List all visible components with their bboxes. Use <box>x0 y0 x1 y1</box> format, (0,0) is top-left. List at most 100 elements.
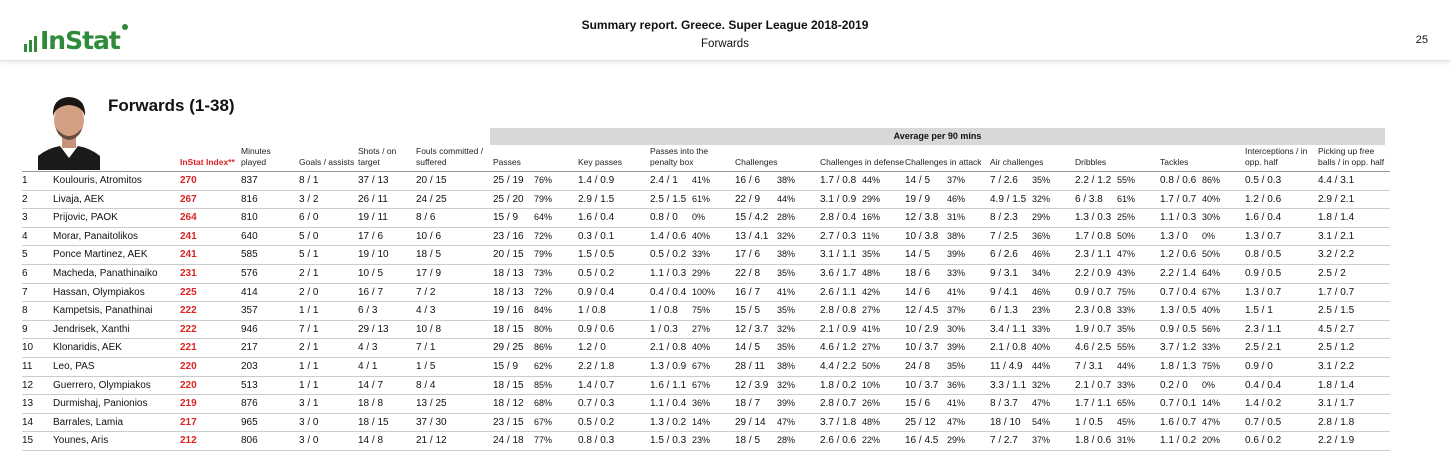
passes-pct: 85% <box>534 379 553 390</box>
row-number: 11 <box>22 360 33 372</box>
fouls: 10 / 8 <box>416 323 442 335</box>
challenges: 29 / 14 <box>735 416 766 428</box>
challenges-attack: 14 / 6 <box>905 286 931 298</box>
row-number: 5 <box>22 249 28 261</box>
passes: 29 / 25 <box>493 342 524 354</box>
air-challenges-pct: 40% <box>1032 342 1051 353</box>
dribbles: 1.7 / 1.1 <box>1075 398 1112 410</box>
challenges-attack: 18 / 6 <box>905 267 931 279</box>
tackles-pct: 67% <box>1202 286 1221 297</box>
player-name: Livaja, AEK <box>53 193 105 205</box>
key-passes: 1.4 / 0.7 <box>578 379 615 391</box>
passes-box: 1.5 / 0.3 <box>650 435 687 447</box>
player-name: Ponce Martinez, AEK <box>53 249 148 261</box>
dribbles: 1.3 / 0.3 <box>1075 212 1112 224</box>
passes-box: 0.8 / 0 <box>650 212 678 224</box>
passes: 20 / 15 <box>493 249 524 261</box>
challenges-defense-pct: 42% <box>862 286 881 297</box>
interceptions: 0.9 / 0 <box>1245 360 1273 372</box>
fouls: 37 / 30 <box>416 416 447 428</box>
passes-pct: 80% <box>534 323 553 334</box>
air-challenges: 9 / 3.1 <box>990 267 1018 279</box>
tackles-pct: 14% <box>1202 398 1221 409</box>
challenges: 28 / 11 <box>735 360 765 372</box>
passes-pct: 77% <box>534 435 553 446</box>
instat-index: 241 <box>180 230 197 242</box>
challenges-defense: 3.7 / 1.8 <box>820 416 857 428</box>
challenges-attack-pct: 29% <box>947 435 966 446</box>
challenges: 22 / 8 <box>735 267 761 279</box>
air-challenges-pct: 29% <box>1032 212 1051 223</box>
instat-index: 270 <box>180 175 197 186</box>
air-challenges: 11 / 4.9 <box>990 360 1023 372</box>
challenges-pct: 44% <box>777 193 796 204</box>
passes: 18 / 15 <box>493 323 524 335</box>
passes-box: 1.1 / 0.4 <box>650 398 687 410</box>
air-challenges: 6 / 1.3 <box>990 305 1018 317</box>
fouls: 7 / 2 <box>416 286 436 298</box>
dribbles: 6 / 3.8 <box>1075 193 1103 205</box>
challenges-attack: 16 / 4.5 <box>905 435 939 447</box>
passes-box: 1.4 / 0.6 <box>650 230 687 242</box>
tackles: 1.2 / 0.6 <box>1160 249 1197 261</box>
passes-box-pct: 0% <box>692 212 706 223</box>
goals-assists: 2 / 0 <box>299 286 319 298</box>
passes-box: 1.1 / 0.3 <box>650 267 687 279</box>
challenges-attack: 10 / 3.7 <box>905 342 939 354</box>
goals-assists: 1 / 1 <box>299 360 319 372</box>
tackles: 1.1 / 0.3 <box>1160 212 1197 224</box>
passes: 23 / 15 <box>493 416 524 428</box>
player-name: Klonaridis, AEK <box>53 342 122 354</box>
challenges: 12 / 3.9 <box>735 379 769 391</box>
key-passes: 1.5 / 0.5 <box>578 249 615 261</box>
air-challenges: 7 / 2.5 <box>990 230 1018 242</box>
free-balls: 3.1 / 1.7 <box>1318 398 1355 410</box>
free-balls: 2.8 / 1.8 <box>1318 416 1355 428</box>
shots-on-target: 14 / 7 <box>358 379 384 391</box>
interceptions: 1.3 / 0.7 <box>1245 286 1282 298</box>
tackles-pct: 40% <box>1202 305 1221 316</box>
average-group-header: Average per 90 mins <box>490 128 1385 145</box>
challenges-attack: 25 / 12 <box>905 416 936 428</box>
dribbles: 1.8 / 0.6 <box>1075 435 1112 447</box>
passes: 18 / 12 <box>493 398 524 410</box>
passes-box-pct: 23% <box>692 435 711 446</box>
key-passes: 0.9 / 0.4 <box>578 286 615 298</box>
interceptions: 0.4 / 0.4 <box>1245 379 1282 391</box>
table-row: 10 Klonaridis, AEK 221 217 2 / 1 4 / 3 7 / 1 29… <box>22 339 1390 358</box>
air-challenges-pct: 32% <box>1032 193 1051 204</box>
challenges-defense-pct: 16% <box>862 212 881 223</box>
interceptions: 2.3 / 1.1 <box>1245 323 1282 335</box>
passes-box-pct: 100% <box>692 286 716 297</box>
dribbles: 1 / 0.5 <box>1075 416 1103 428</box>
challenges-attack-pct: 39% <box>947 249 966 260</box>
air-challenges: 6 / 2.6 <box>990 249 1018 261</box>
tackles: 3.7 / 1.2 <box>1160 342 1197 354</box>
challenges-attack: 14 / 5 <box>905 175 931 186</box>
table-row: 12 Guerrero, Olympiakos 220 513 1 / 1 14 / 7 8… <box>22 377 1390 396</box>
goals-assists: 6 / 0 <box>299 212 319 224</box>
challenges-defense-pct: 22% <box>862 435 881 446</box>
dribbles: 4.6 / 2.5 <box>1075 342 1112 354</box>
shots-on-target: 19 / 10 <box>358 249 389 261</box>
minutes-played: 810 <box>241 212 258 224</box>
challenges-attack: 24 / 8 <box>905 360 931 372</box>
shots-on-target: 29 / 13 <box>358 323 389 335</box>
challenges: 17 / 6 <box>735 249 761 261</box>
tackles: 2.2 / 1.4 <box>1160 267 1197 279</box>
air-challenges-pct: 37% <box>1032 435 1051 446</box>
dribbles: 2.2 / 0.9 <box>1075 267 1112 279</box>
challenges-defense: 4.6 / 1.2 <box>820 342 857 354</box>
dribbles: 2.2 / 1.2 <box>1075 175 1112 186</box>
passes: 15 / 9 <box>493 360 519 372</box>
passes-box: 0.4 / 0.4 <box>650 286 687 298</box>
challenges-attack-pct: 39% <box>947 342 966 353</box>
minutes-played: 965 <box>241 416 258 428</box>
player-name: Leo, PAS <box>53 360 95 372</box>
passes-pct: 79% <box>534 249 553 260</box>
row-number: 6 <box>22 267 28 279</box>
challenges-defense-pct: 35% <box>862 249 881 260</box>
table-row: 1 Koulouris, Atromitos 270 837 8 / 1 37 / 13 2… <box>22 172 1390 191</box>
challenges-pct: 35% <box>777 267 796 278</box>
goals-assists: 2 / 1 <box>299 267 319 279</box>
